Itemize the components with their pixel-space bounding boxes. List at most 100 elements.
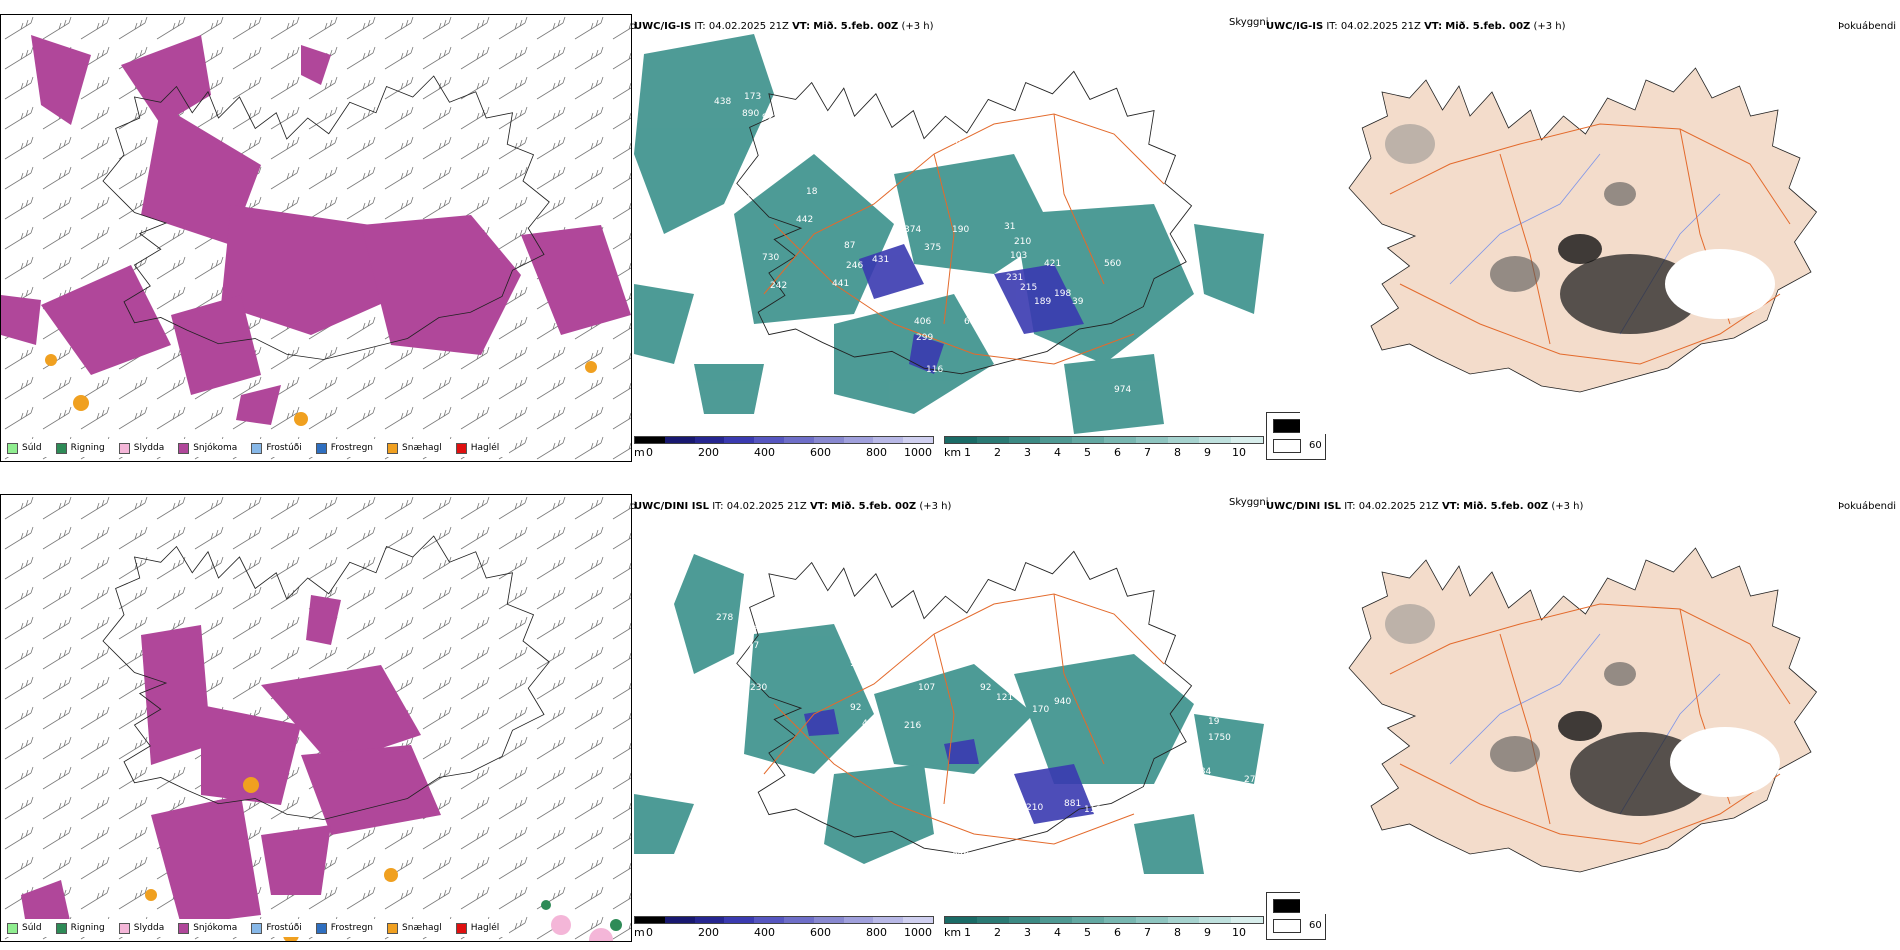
cloud-base-value: 173 <box>744 92 761 102</box>
cloud-base-value: 92 <box>980 683 991 693</box>
legend-label: Haglél <box>470 443 500 453</box>
colorbar-segment <box>1103 437 1136 443</box>
model-name: UWC/IG-IS <box>1266 21 1324 32</box>
road-network <box>763 113 1165 365</box>
tick-label: 3 <box>1024 926 1031 939</box>
panel-title-visibility: Skyggni <box>1229 17 1269 28</box>
cloud-base-value: 68 <box>826 137 838 147</box>
visibility-svg: 438 173 890 922 930 785 68 944 458 536 18 442 374 190… <box>634 34 1264 434</box>
legend-label: Snjókoma <box>193 443 238 453</box>
legend-swatch <box>178 442 190 454</box>
cloud-base-value: 536 <box>734 195 751 205</box>
unit-label: km <box>944 926 962 939</box>
panel-header: UWC/IG-IS IT: 04.02.2025 21Z VT: Mið. 5.… <box>634 21 934 33</box>
cloud-base-value: 19 <box>1208 717 1220 727</box>
cloud-base-value: 116 <box>1084 805 1101 815</box>
land <box>1348 67 1818 393</box>
low-visibility-areas <box>634 554 1264 874</box>
cloud-base-value: 1750 <box>1208 733 1231 743</box>
graupel-areas <box>45 354 597 426</box>
fog-map[interactable] <box>1300 34 1860 434</box>
valid-time: Mið. 5.feb. 00Z <box>1463 501 1549 512</box>
issue-time: 04.02.2025 21Z <box>708 21 789 32</box>
precip-type-svg <box>1 495 631 941</box>
cloud-base-value: 121 <box>996 693 1013 703</box>
legend-label: Frostregn <box>330 443 374 453</box>
legend-label: Frostúði <box>266 923 302 933</box>
cloud-base-value: 461 <box>862 719 879 729</box>
tick-label: 7 <box>1144 926 1151 939</box>
model-name: UWC/IG-IS <box>634 21 692 32</box>
cloud-base-value: 940 <box>1054 697 1071 707</box>
cloud-base-value: 299 <box>916 333 933 343</box>
fog-key-label: 60 <box>1309 440 1322 451</box>
colorbar-segment <box>664 917 695 923</box>
model-name: UWC/DINI ISL <box>634 501 710 512</box>
snow-areas <box>21 595 441 925</box>
colorbar-segment <box>843 917 874 923</box>
legend-label: Rigning <box>70 443 105 453</box>
tick-label: 10 <box>1232 926 1246 939</box>
colorbar-segment <box>945 437 977 443</box>
snow-areas <box>1 35 631 425</box>
colorbar-segment <box>783 437 814 443</box>
valid-time: Mið. 5.feb. 00Z <box>831 501 917 512</box>
legend-item-suld: Súld <box>3 922 42 934</box>
tick-label: 4 <box>1054 926 1061 939</box>
cloud-base-value: 107 <box>918 683 935 693</box>
colorbar-segment <box>1040 917 1073 923</box>
cloud-base-value: 231 <box>1006 273 1023 283</box>
precip-type-map[interactable]: Súld Rigning Slydda Snjókoma Frostúði Fr… <box>0 494 632 942</box>
valid-time: Mið. 5.feb. 00Z <box>1445 21 1531 32</box>
low-visibility-areas <box>634 34 1264 434</box>
tick-label: 1000 <box>904 926 932 939</box>
tick-label: 800 <box>866 446 887 459</box>
colorbar-scale <box>634 916 934 924</box>
tick-label: 3 <box>1024 446 1031 459</box>
panel-header: UWC/DINI ISL IT: 04.02.2025 21Z VT: Mið.… <box>634 501 951 513</box>
colorbar-scale <box>944 436 1264 444</box>
visibility-map[interactable]: 278 455 577 955 230 107 92 121 92 461 216 940 170 19 1… <box>634 514 1264 914</box>
tick-label: 7 <box>1144 446 1151 459</box>
legend-swatch <box>455 922 467 934</box>
cloud-base-value: 684 <box>964 317 981 327</box>
visibility-map[interactable]: 438 173 890 922 930 785 68 944 458 536 18 442 374 190… <box>634 34 1264 434</box>
fog-patches <box>1385 604 1780 816</box>
colorbar-segment <box>724 437 755 443</box>
cloud-base-value: 730 <box>762 253 779 263</box>
legend-item-suld: Súld <box>3 442 42 454</box>
cloud-base-value: 406 <box>914 317 931 327</box>
legend-label: Snjókoma <box>193 923 238 933</box>
fog-key-swatch <box>1273 919 1301 933</box>
sleet-areas <box>551 915 613 941</box>
legend-item-slydda: Slydda <box>115 922 164 934</box>
unit-label: km <box>944 446 962 459</box>
colorbar-segment <box>1167 437 1200 443</box>
legend-item-hagel: Haglél <box>452 922 499 934</box>
colorbar-segment <box>976 917 1009 923</box>
legend-swatch <box>7 922 18 934</box>
visibility-colorbar: km 1 2 3 4 5 6 7 8 9 10 <box>944 916 1264 942</box>
precip-legend: Súld Rigning Slydda Snjókoma Frostúði Fr… <box>3 919 510 937</box>
cloud-base-value: 890 <box>742 109 759 119</box>
tick-label: 0 <box>646 446 653 459</box>
lead-time: (+3 h) <box>901 21 934 32</box>
tick-label: 600 <box>810 926 831 939</box>
fog-map[interactable] <box>1300 514 1860 914</box>
legend-swatch <box>315 442 327 454</box>
colorbar-segment <box>843 437 874 443</box>
cloud-base-value: 930 <box>779 153 796 163</box>
legend-item-frostudi: Frostúði <box>247 442 302 454</box>
cloud-base-value: 846 <box>952 849 969 859</box>
cloud-base-value: 170 <box>1032 705 1049 715</box>
colorbar-segment <box>1008 437 1041 443</box>
precip-type-map[interactable]: Súld Rigning Slydda Snjókoma Frostúði Fr… <box>0 14 632 462</box>
tick-label: 200 <box>698 446 719 459</box>
panel-title-fog: Þokuábendi <box>1838 21 1897 32</box>
legend-swatch <box>178 922 190 934</box>
cloud-base-value: 421 <box>1044 259 1061 269</box>
cloud-base-value: 374 <box>904 225 921 235</box>
colorbar-segment <box>1231 437 1263 443</box>
legend-label: Frostúði <box>266 443 302 453</box>
